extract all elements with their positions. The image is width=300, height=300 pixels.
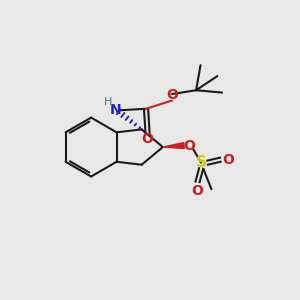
Text: O: O: [167, 88, 178, 102]
Polygon shape: [163, 142, 184, 148]
Text: O: O: [223, 153, 234, 167]
Text: H: H: [104, 97, 112, 107]
Text: O: O: [142, 132, 154, 146]
Text: O: O: [184, 139, 196, 153]
Text: N: N: [110, 103, 122, 117]
Text: S: S: [196, 155, 207, 170]
Text: O: O: [192, 184, 203, 198]
